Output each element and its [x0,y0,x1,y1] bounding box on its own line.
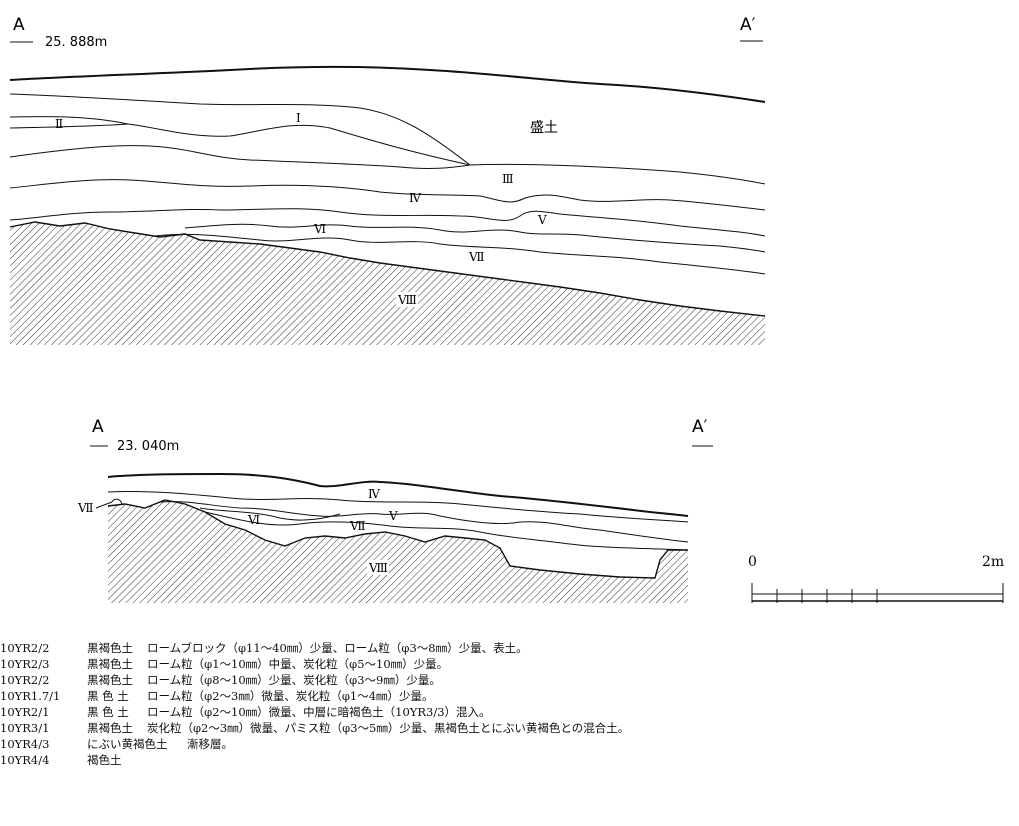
section1-right-label: A′ [740,15,756,35]
legend-row: 10YR2/1 黒 色 土 ローム粒（φ2～10㎜）微量、中層に暗褐色土（10Y… [0,704,1019,720]
layer-viii-top-line [9,221,766,317]
legend-code: 10YR4/4 [0,753,50,767]
legend-code: 10YR2/2 [0,673,50,687]
legend-row: 10YR2/3 黒褐色土 ローム粒（φ1～10㎜）中量、炭化粒（φ5～10㎜）少… [0,656,1019,672]
layer-vii-pocket-2 [111,498,123,505]
legend-desc: ローム粒（φ2～10㎜）微量、中層に暗褐色土（10YR3/3）混入。 [147,705,491,719]
legend-row: 10YR2/2 黒褐色土 ローム粒（φ8～10㎜）少量、炭化粒（φ3～9㎜）少量… [0,672,1019,688]
legend-code: 10YR3/1 [0,721,50,735]
section2-right-label: A′ [692,417,708,437]
layer-label-fill: 盛土 [530,120,558,136]
layer-label-vi-2: Ⅵ [247,513,260,527]
ground-surface-line [9,66,766,103]
legend-code: 10YR2/1 [0,705,50,719]
layer-label-vii: Ⅶ [468,250,485,264]
layer-iii-top-line [9,145,766,185]
layer-label-iv: Ⅳ [409,191,422,205]
legend-row: 10YR3/1 黒褐色土 炭化粒（φ2～3㎜）微量、パミス粒（φ3～5㎜）少量、… [0,720,1019,736]
layer-label-vii-left-2: Ⅶ [77,501,94,515]
legend-row: 10YR2/2 黒褐色土 ロームブロック（φ11～40㎜）少量、ローム粒（φ3～… [0,640,1019,656]
legend-row: 10YR4/4 褐色土 [0,752,1019,768]
legend-desc: ロームブロック（φ11～40㎜）少量、ローム粒（φ3～8㎜）少量、表土。 [147,641,528,655]
layer-vii-top-line-2 [204,511,689,551]
layer-ii-bottom-line [9,123,129,129]
legend-color: 黒 色 土 [87,705,129,719]
ground-surface-line-2 [107,472,689,517]
layer-v-bottom-line-2 [159,501,689,543]
legend-desc: ローム粒（φ8～10㎜）少量、炭化粒（φ3～9㎜）少量。 [147,673,441,687]
layer-vi-top-line [184,223,766,253]
legend-row: 10YR4/3 にぶい黄褐色土 漸移層。 [0,736,1019,752]
legend-code: 10YR2/3 [0,657,50,671]
legend-color: にぶい黄褐色土 [87,737,168,751]
layer-label-iv-2: Ⅳ [368,487,381,501]
layer-label-v: Ⅴ [537,213,547,227]
section-2: A 23. 040m A′ Ⅶ Ⅳ Ⅴ Ⅵ Ⅶ Ⅷ [77,417,713,603]
layer-label-viii: Ⅷ [397,293,417,307]
layer-vi-lens-2 [199,507,341,521]
layer-iv-top-line [9,179,766,211]
legend-desc: 炭化粒（φ2～3㎜）微量、パミス粒（φ3～5㎜）少量、黒褐色土とにぶい黄褐色との… [147,721,630,735]
legend-desc: 漸移層。 [187,737,233,751]
layer-label-ii: Ⅱ [55,117,63,131]
legend-color: 褐色土 [87,753,122,767]
soil-legend: 10YR2/2 黒褐色土 ロームブロック（φ11～40㎜）少量、ローム粒（φ3～… [0,640,1019,768]
layer-iv-bottom-line-2 [107,490,689,523]
legend-color: 黒褐色土 [87,641,133,655]
legend-code: 10YR4/3 [0,737,50,751]
layer-viii-area [10,222,765,345]
layer-label-viii-bg-2 [367,560,389,575]
legend-code: 10YR2/2 [0,641,50,655]
layer-viii-top-line-2 [107,499,688,579]
legend-desc: ローム粒（φ1～10㎜）中量、炭化粒（φ5～10㎜）少量。 [147,657,449,671]
layer-label-viii-bg [396,292,418,307]
layer-i-top-line [9,93,471,166]
layer-label-v-2: Ⅴ [388,509,398,523]
layer-label-vi: Ⅵ [313,222,326,236]
layer-vii-top-line [154,233,766,275]
layer-vii-leader-2 [95,501,113,509]
layer-v-top-line [9,208,766,237]
layer-viii-area-2 [108,500,688,603]
layer-ii-top-line [9,116,129,125]
layer-label-viii-2: Ⅷ [368,561,388,575]
legend-desc: ローム粒（φ2～3㎜）微量、炭化粒（φ1～4㎜）少量。 [147,689,434,703]
scale-bar: 0 2m [748,554,1004,603]
layer-label-iii: Ⅲ [502,172,514,186]
layer-label-i: Ⅰ [296,111,301,125]
scale-start-label: 0 [748,554,757,570]
layer-label-vii-2: Ⅶ [349,519,366,533]
section2-elevation: 23. 040m [117,439,179,454]
legend-color: 黒褐色土 [87,721,133,735]
legend-color: 黒 色 土 [87,689,129,703]
section1-left-label: A [13,15,25,35]
legend-code: 10YR1.7/1 [0,689,61,703]
legend-color: 黒褐色土 [87,673,133,687]
scale-end-label: 2m [982,554,1004,570]
section-1: A 25. 888m A′ Ⅱ Ⅰ 盛土 Ⅲ Ⅳ Ⅴ Ⅵ Ⅶ [9,15,766,345]
legend-color: 黒褐色土 [87,657,133,671]
section2-left-label: A [92,417,104,437]
section1-elevation: 25. 888m [45,35,107,50]
legend-row: 10YR1.7/1 黒 色 土 ローム粒（φ2～3㎜）微量、炭化粒（φ1～4㎜）… [0,688,1019,704]
layer-i-bottom-line [127,123,471,166]
